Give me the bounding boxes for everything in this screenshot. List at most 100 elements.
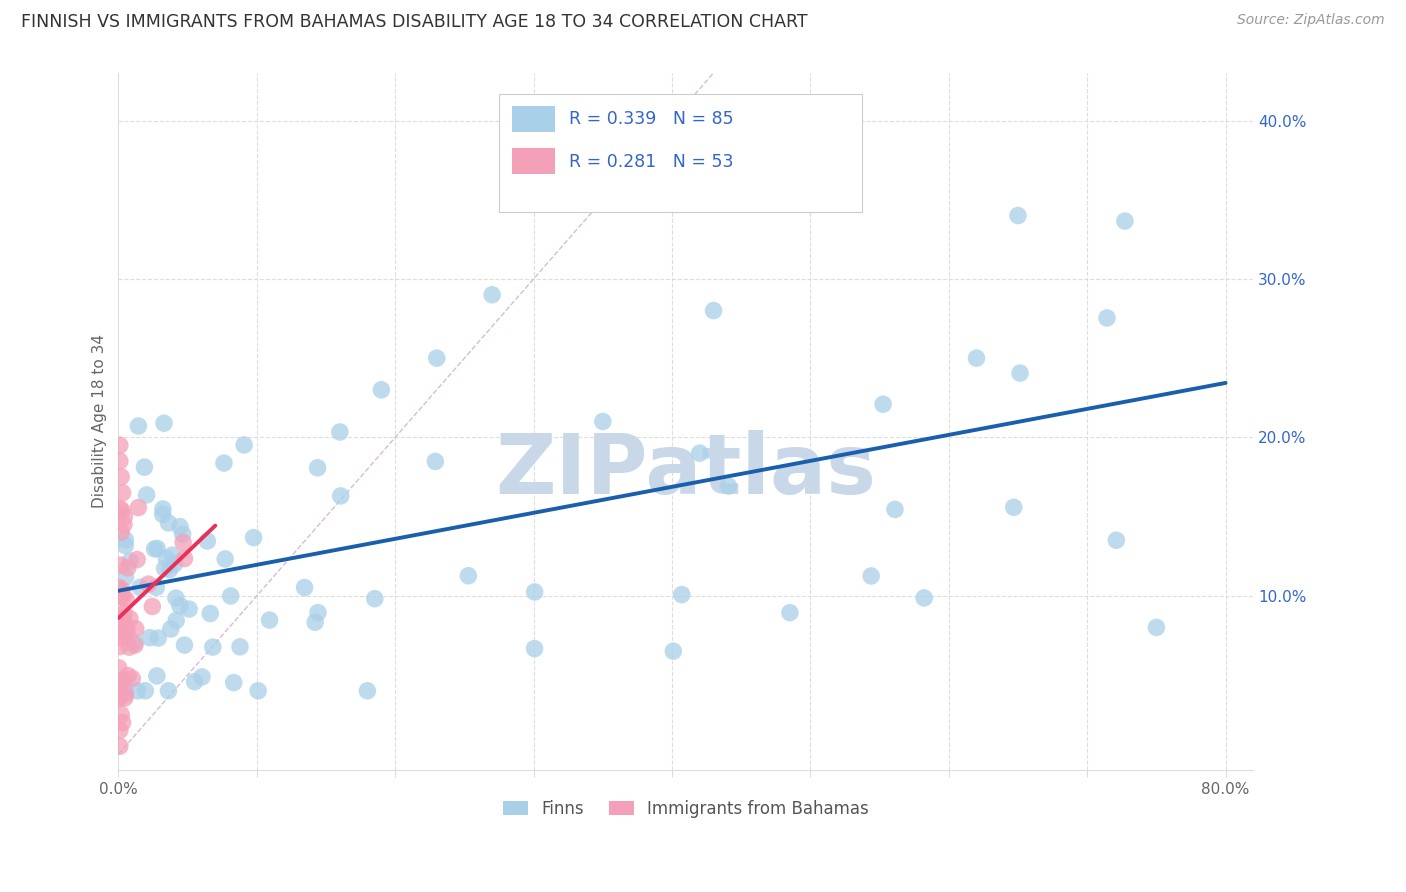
- Point: [222, 675, 245, 690]
- Point: [127, 683, 149, 698]
- Point: [212, 456, 235, 470]
- Point: [107, 608, 129, 623]
- Point: [1002, 500, 1025, 515]
- Point: [426, 351, 449, 365]
- Legend: Finns, Immigrants from Bahamas: Finns, Immigrants from Bahamas: [496, 793, 876, 824]
- Point: [152, 502, 174, 516]
- Point: [717, 479, 740, 493]
- Bar: [512, 106, 555, 132]
- Point: [162, 548, 184, 562]
- Point: [112, 517, 135, 532]
- Point: [329, 489, 352, 503]
- Point: [1105, 533, 1128, 548]
- Point: [157, 516, 180, 530]
- Point: [129, 580, 152, 594]
- Point: [307, 606, 329, 620]
- Point: [197, 534, 219, 549]
- Point: [107, 580, 129, 594]
- Point: [118, 640, 141, 655]
- Point: [117, 561, 139, 575]
- Point: [662, 644, 685, 658]
- Point: [114, 539, 136, 553]
- Point: [425, 454, 447, 468]
- Point: [523, 641, 546, 656]
- Point: [671, 588, 693, 602]
- Point: [127, 552, 149, 566]
- Point: [111, 503, 134, 517]
- Point: [117, 668, 139, 682]
- Point: [143, 541, 166, 556]
- Point: [191, 670, 214, 684]
- Point: [110, 613, 132, 627]
- Point: [111, 591, 134, 605]
- Point: [145, 581, 167, 595]
- Point: [135, 488, 157, 502]
- Point: [201, 640, 224, 654]
- Point: [107, 661, 129, 675]
- Point: [523, 585, 546, 599]
- Point: [329, 425, 352, 439]
- Point: [304, 615, 326, 630]
- Point: [1095, 310, 1118, 325]
- Point: [884, 502, 907, 516]
- Point: [247, 683, 270, 698]
- Point: [138, 631, 160, 645]
- Point: [1008, 366, 1031, 380]
- Point: [860, 569, 883, 583]
- Point: [111, 582, 134, 597]
- Point: [112, 615, 135, 629]
- Point: [152, 508, 174, 522]
- Point: [115, 592, 138, 607]
- Point: [183, 674, 205, 689]
- Point: [115, 623, 138, 637]
- Point: [356, 683, 378, 698]
- Point: [114, 688, 136, 702]
- Point: [364, 591, 387, 606]
- Point: [259, 613, 281, 627]
- Point: [107, 690, 129, 704]
- Point: [108, 583, 131, 598]
- Point: [118, 612, 141, 626]
- Point: [146, 669, 169, 683]
- Point: [138, 577, 160, 591]
- Point: [779, 606, 801, 620]
- Point: [108, 723, 131, 738]
- Point: [165, 614, 187, 628]
- Point: [114, 691, 136, 706]
- Point: [163, 557, 186, 571]
- Point: [110, 588, 132, 602]
- Point: [124, 636, 146, 650]
- Point: [125, 622, 148, 636]
- Point: [146, 541, 169, 556]
- Point: [157, 683, 180, 698]
- Point: [111, 715, 134, 730]
- Point: [172, 527, 194, 541]
- Point: [111, 485, 134, 500]
- Point: [370, 383, 392, 397]
- Point: [108, 588, 131, 602]
- Point: [108, 640, 131, 654]
- Point: [114, 570, 136, 584]
- Point: [153, 416, 176, 430]
- Point: [110, 470, 132, 484]
- Point: [108, 691, 131, 706]
- Point: [120, 554, 142, 568]
- Point: [307, 460, 329, 475]
- Point: [110, 525, 132, 540]
- Text: Source: ZipAtlas.com: Source: ZipAtlas.com: [1237, 13, 1385, 28]
- Text: FINNISH VS IMMIGRANTS FROM BAHAMAS DISABILITY AGE 18 TO 34 CORRELATION CHART: FINNISH VS IMMIGRANTS FROM BAHAMAS DISAB…: [21, 13, 807, 31]
- Point: [159, 563, 181, 577]
- Point: [173, 638, 195, 652]
- Point: [200, 607, 222, 621]
- Point: [457, 568, 479, 582]
- Point: [219, 589, 242, 603]
- Point: [110, 707, 132, 722]
- Point: [110, 631, 132, 645]
- Point: [108, 739, 131, 754]
- Point: [115, 624, 138, 639]
- Text: ZIPatlas: ZIPatlas: [495, 430, 876, 511]
- Point: [114, 683, 136, 698]
- Point: [841, 161, 863, 175]
- Point: [127, 419, 149, 434]
- Point: [134, 683, 156, 698]
